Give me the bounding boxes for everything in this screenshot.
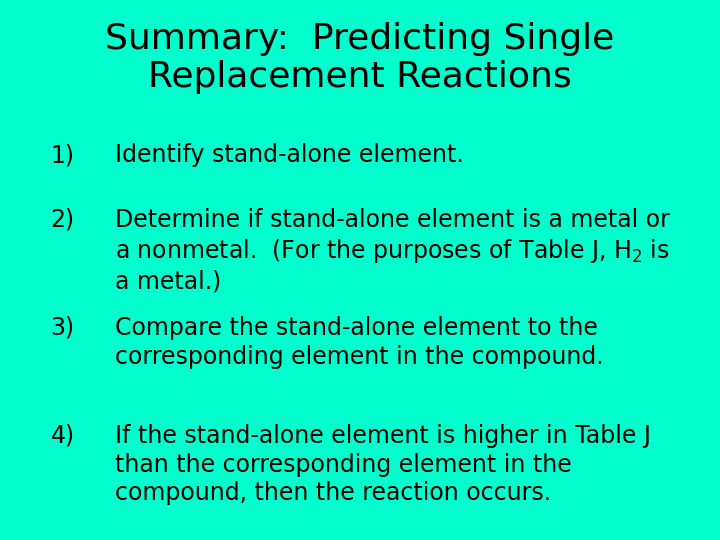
Text: Identify stand-alone element.: Identify stand-alone element. bbox=[115, 143, 464, 167]
Text: Determine if stand-alone element is a metal or
a nonmetal.  (For the purposes of: Determine if stand-alone element is a me… bbox=[115, 208, 670, 294]
Text: Summary:  Predicting Single
Replacement Reactions: Summary: Predicting Single Replacement R… bbox=[105, 22, 615, 93]
Text: 3): 3) bbox=[50, 316, 75, 340]
Text: 4): 4) bbox=[50, 424, 75, 448]
Text: If the stand-alone element is higher in Table J
than the corresponding element i: If the stand-alone element is higher in … bbox=[115, 424, 651, 505]
Text: Compare the stand-alone element to the
corresponding element in the compound.: Compare the stand-alone element to the c… bbox=[115, 316, 604, 369]
Text: 1): 1) bbox=[50, 143, 74, 167]
Text: 2): 2) bbox=[50, 208, 75, 232]
